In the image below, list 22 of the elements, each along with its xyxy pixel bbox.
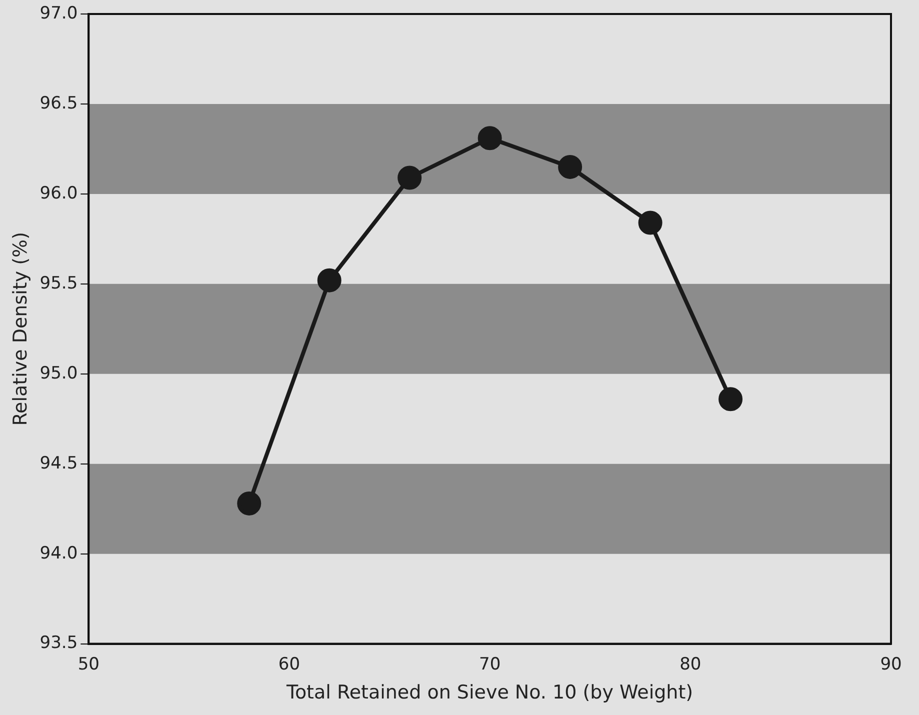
point xyxy=(558,154,582,179)
y-tick-label: 94.5 xyxy=(40,453,78,474)
point xyxy=(478,126,502,150)
x-tick-label: 90 xyxy=(880,654,902,674)
y-tick-label: 96.0 xyxy=(40,183,78,204)
point xyxy=(237,491,262,516)
y-tick-label: 95.5 xyxy=(40,273,78,294)
point xyxy=(638,210,662,235)
x-tick-label: 50 xyxy=(78,654,100,674)
x-tick-label: 80 xyxy=(680,654,702,674)
y-tick-label: 96.5 xyxy=(40,93,78,114)
point xyxy=(718,387,743,412)
point xyxy=(398,166,422,190)
x-axis-title: Total Retained on Sieve No. 10 (by Weight) xyxy=(286,682,694,704)
y-axis-title: Relative Density (%) xyxy=(9,232,32,426)
y-tick-label: 97.0 xyxy=(40,3,78,24)
x-tick-label: 70 xyxy=(479,654,501,674)
y-tick-label: 94.0 xyxy=(40,543,78,564)
y-tick-label: 95.0 xyxy=(40,363,78,384)
point xyxy=(317,268,342,292)
y-tick-label: 93.5 xyxy=(40,633,78,654)
x-tick-label: 60 xyxy=(278,654,300,674)
